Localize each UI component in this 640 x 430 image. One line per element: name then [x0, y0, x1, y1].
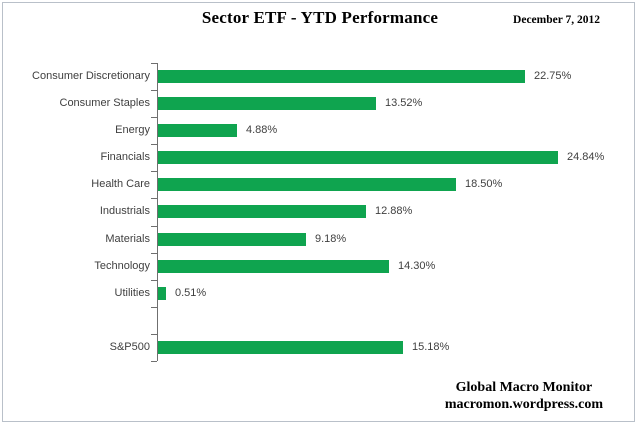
y-axis-line: [157, 63, 158, 361]
category-label: Financials: [100, 151, 150, 163]
axis-tick: [151, 334, 157, 335]
axis-tick: [151, 90, 157, 91]
value-label: 13.52%: [385, 97, 423, 109]
axis-tick: [151, 171, 157, 172]
footer-credit: Global Macro Monitor macromon.wordpress.…: [445, 379, 603, 413]
category-label: S&P500: [109, 341, 150, 353]
chart-date: December 7, 2012: [513, 14, 600, 26]
category-label: Technology: [94, 260, 150, 272]
chart-title: Sector ETF - YTD Performance: [201, 8, 439, 27]
bar: [158, 70, 525, 83]
value-label: 0.51%: [175, 287, 207, 299]
value-label: 24.84%: [567, 151, 605, 163]
value-label: 9.18%: [315, 233, 347, 245]
bar: [158, 178, 456, 191]
axis-tick: [151, 280, 157, 281]
axis-tick: [151, 117, 157, 118]
value-label: 15.18%: [412, 341, 450, 353]
bar: [158, 97, 376, 110]
footer-source-url: macromon.wordpress.com: [444, 397, 603, 412]
footer-source-name: Global Macro Monitor: [455, 380, 593, 395]
axis-tick: [151, 253, 157, 254]
value-label: 22.75%: [534, 70, 572, 82]
axis-tick: [151, 144, 157, 145]
bar: [158, 151, 558, 164]
axis-tick: [151, 63, 157, 64]
bar: [158, 233, 306, 246]
axis-tick: [151, 307, 157, 308]
category-label: Consumer Staples: [59, 97, 151, 109]
bar: [158, 205, 366, 218]
category-label: Energy: [115, 124, 150, 136]
bar: [158, 260, 389, 273]
category-label: Industrials: [99, 205, 150, 217]
value-label: 4.88%: [246, 124, 278, 136]
category-label: Materials: [105, 233, 150, 245]
axis-tick: [151, 198, 157, 199]
value-label: 12.88%: [375, 205, 413, 217]
value-label: 18.50%: [465, 178, 503, 190]
category-label: Utilities: [114, 287, 150, 299]
bar: [158, 287, 166, 300]
category-label: Health Care: [91, 178, 150, 190]
axis-tick: [151, 226, 157, 227]
bar: [158, 341, 403, 354]
bar: [158, 124, 237, 137]
axis-tick: [151, 361, 157, 362]
value-label: 14.30%: [398, 260, 436, 272]
category-label: Consumer Discretionary: [32, 70, 150, 82]
